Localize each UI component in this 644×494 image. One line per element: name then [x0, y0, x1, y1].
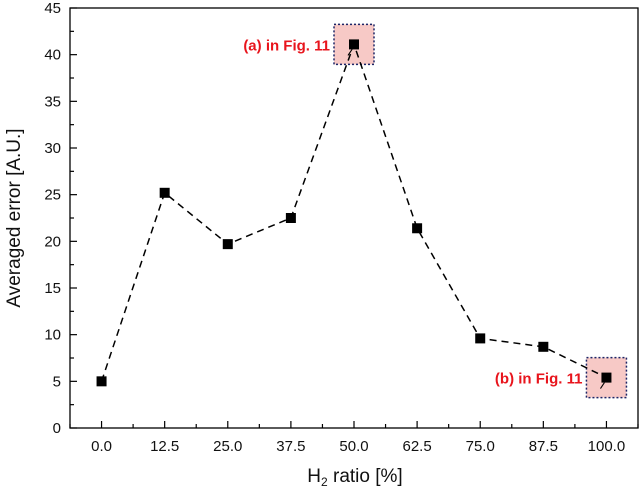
x-axis-title-subscript: 2 [321, 475, 328, 489]
x-tick-label: 25.0 [213, 438, 242, 455]
x-tick-label: 12.5 [150, 438, 179, 455]
annotation-leader [347, 49, 353, 56]
x-axis-title: H2 ratio [%] [307, 466, 402, 489]
y-axis-title: Averaged error [A.U.] [4, 128, 25, 307]
x-tick-label: 37.5 [276, 438, 305, 455]
y-tick-label: 10 [44, 327, 61, 344]
y-tick-label: 45 [44, 0, 61, 17]
x-tick-label: 87.5 [529, 438, 558, 455]
annotation-label: (b) in Fig. 11 [495, 371, 583, 388]
x-tick-label: 100.0 [588, 438, 626, 455]
data-point-marker [349, 39, 359, 50]
x-tick-label: 62.5 [403, 438, 432, 455]
data-point-marker [222, 239, 233, 250]
data-point-marker [475, 333, 486, 344]
data-point-marker [412, 223, 423, 234]
y-tick-label: 15 [44, 280, 61, 297]
annotation-label: (a) in Fig. 11 [243, 37, 330, 54]
x-tick-label: 0.0 [91, 438, 112, 455]
x-axis-title-rest: ratio [%] [328, 466, 403, 487]
annotations: (a) in Fig. 11 (b) in Fig. 11 [243, 37, 605, 389]
series [96, 39, 612, 387]
x-tick-label: 50.0 [339, 438, 368, 455]
y-tick-label: 35 [44, 93, 61, 110]
ticks: 0 5 10 15 20 25 30 35 40 45 0.0 12.5 25.0 37.5 50.0 62.… [44, 0, 639, 455]
y-tick-label: 0 [53, 420, 61, 437]
plot-frame [69, 7, 639, 429]
y-tick-label: 40 [44, 47, 61, 64]
x-axis-title-main: H [307, 466, 321, 487]
y-tick-label: 20 [44, 233, 61, 250]
data-point-marker [538, 341, 549, 352]
data-point-marker [601, 372, 612, 383]
y-tick-label: 5 [53, 373, 61, 390]
x-tick-label: 75.0 [466, 438, 495, 455]
data-point-marker [159, 187, 170, 198]
highlights [333, 23, 628, 399]
data-point-marker [285, 213, 296, 223]
data-point-marker [96, 376, 107, 387]
series-line [100, 42, 607, 382]
annotation-leader [599, 382, 605, 389]
y-tick-label: 30 [44, 140, 61, 157]
y-tick-label: 25 [44, 187, 61, 204]
axes [69, 7, 639, 429]
